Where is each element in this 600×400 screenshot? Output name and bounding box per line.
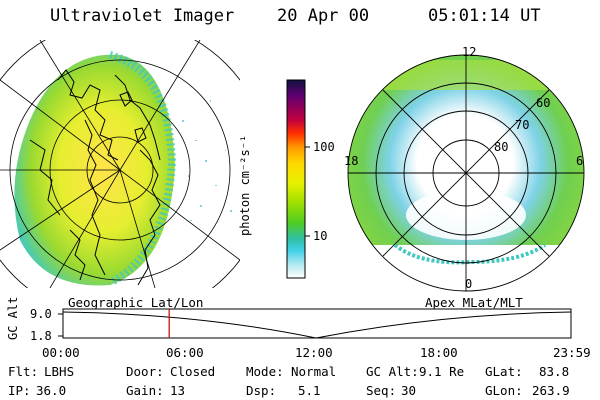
gain-value: 13	[170, 383, 186, 398]
altitude-ytick-high: 9.0	[30, 307, 52, 321]
colorbar-tick-100: 100	[313, 140, 335, 154]
mlt-label-0: 0	[465, 277, 473, 291]
time-tick-0000: 00:00	[42, 345, 80, 360]
noise-speckle	[182, 100, 232, 221]
time-tick-2359: 23:59	[553, 345, 591, 360]
gcalt-value: 9.1 Re	[419, 364, 465, 379]
mlt-label-18: 18	[344, 154, 359, 168]
time-tick-0600: 06:00	[166, 345, 204, 360]
gcalt-label: GC Alt:	[366, 364, 419, 379]
observation-date: 20 Apr 00	[277, 6, 370, 26]
glon-value: 263.9	[532, 383, 570, 398]
ip-label: IP:	[8, 383, 31, 398]
colorbar	[286, 79, 310, 279]
mode-label: Mode:	[246, 364, 284, 379]
gain-label: Gain:	[126, 383, 164, 398]
mlat-label-80: 80	[494, 140, 509, 154]
altitude-ytick-low: 1.8	[30, 329, 52, 343]
left-panel-caption: Geographic Lat/Lon	[68, 295, 204, 310]
seq-value: 30	[401, 383, 417, 398]
glat-label: GLat:	[485, 364, 523, 379]
altitude-ylabel: GC Alt	[6, 296, 20, 340]
mlt-label-6: 6	[576, 154, 584, 168]
filter-value: LBHS	[44, 364, 75, 379]
time-tick-1200: 12:00	[295, 345, 333, 360]
filter-label: Flt:	[8, 364, 39, 379]
mode-value: Normal	[291, 364, 337, 379]
mlat-label-70: 70	[515, 118, 530, 132]
dsp-label: Dsp:	[246, 383, 277, 398]
glat-value: 83.8	[539, 364, 570, 379]
door-label: Door:	[126, 364, 164, 379]
altitude-curve	[62, 311, 572, 339]
dsp-value: 5.1	[298, 383, 321, 398]
seq-label: Seq:	[366, 383, 397, 398]
geographic-image	[0, 40, 240, 288]
instrument-title: Ultraviolet Imager	[50, 6, 235, 26]
polar-plot	[347, 54, 585, 292]
glon-label: GLon:	[485, 383, 523, 398]
mlt-label-12: 12	[462, 45, 477, 59]
geo-grid	[0, 40, 240, 288]
auroral-oval-left-edge	[108, 51, 177, 286]
time-tick-1800: 18:00	[420, 345, 458, 360]
colorbar-unit-label: photon cm⁻²s⁻¹	[238, 134, 252, 236]
coastlines	[29, 69, 161, 286]
door-value: Closed	[170, 364, 216, 379]
ip-value: 36.0	[36, 383, 67, 398]
colorbar-tick-10: 10	[313, 229, 328, 243]
altitude-plot	[58, 308, 572, 339]
polar-grid	[347, 54, 585, 292]
right-panel-caption: Apex MLat/MLT	[425, 295, 523, 310]
observation-time: 05:01:14 UT	[428, 6, 541, 26]
mlat-label-60: 60	[536, 96, 551, 110]
